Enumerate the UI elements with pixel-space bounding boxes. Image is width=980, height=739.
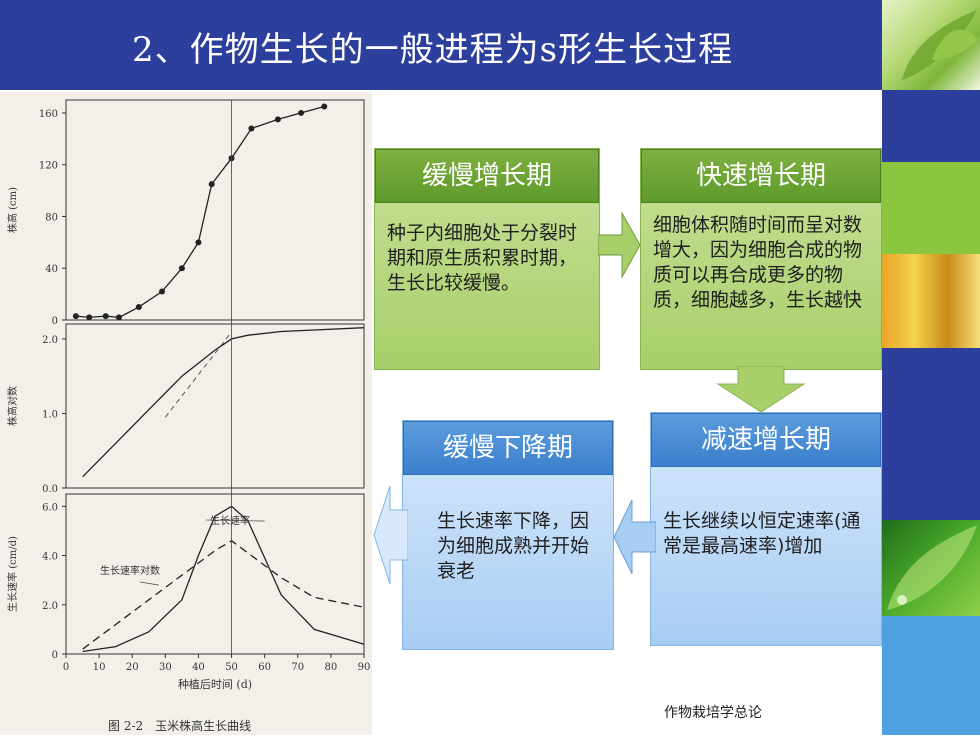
y-tick-label: 0 <box>52 650 58 661</box>
x-tick-label: 80 <box>325 662 338 673</box>
phase-decel-growth-text: 生长继续以恒定速率(通常是最高速率)增加 <box>663 510 861 557</box>
phase-decel-growth: 减速增长期 生长继续以恒定速率(通常是最高速率)增加 <box>650 412 882 646</box>
arrow-down-icon <box>716 366 806 413</box>
data-point <box>115 314 122 321</box>
x-tick-label: 60 <box>258 662 271 673</box>
series-line <box>82 327 365 478</box>
series-line <box>75 105 325 319</box>
growth-curve-figure: 0 40 80 120 160 株高 (cm) 0.0 1.0 2.0 株高对数 0 2.0 4.0 6.… <box>0 92 372 735</box>
arrow-left-icon-2 <box>373 485 408 585</box>
title-bar: 2、作物生长的一般进程为s形生长过程 <box>0 0 882 90</box>
x-axis-label: 种植后时间 (d) <box>178 677 252 691</box>
series-leader-line <box>139 581 159 586</box>
x-tick-label: 90 <box>358 662 371 673</box>
phase-slow-growth-title: 缓慢增长期 <box>375 149 599 203</box>
y-tick-label: 4.0 <box>42 552 58 563</box>
y-tick-label: 80 <box>45 212 58 223</box>
y-tick-label: 160 <box>39 109 58 120</box>
data-point <box>178 265 185 272</box>
footer-text: 作物栽培学总论 <box>664 705 762 721</box>
y-tick-label: 1.0 <box>42 409 58 420</box>
x-tick-label: 0 <box>63 662 69 673</box>
y-axis-label: 株高对数 <box>6 386 19 426</box>
grain-image <box>882 254 980 348</box>
slide-title: 2、作物生长的一般进程为s形生长过程 <box>132 30 734 70</box>
y-tick-label: 2.0 <box>42 601 58 612</box>
leaf-image-bottom <box>882 520 980 616</box>
y-tick-label: 2.0 <box>42 335 58 346</box>
y-tick-label: 120 <box>39 161 58 172</box>
series-label: 生长速率对数 <box>100 564 160 577</box>
series-leader-line <box>205 519 265 522</box>
phase-decel-growth-title: 减速增长期 <box>651 413 881 467</box>
x-tick-label: 20 <box>126 662 139 673</box>
x-tick-label: 70 <box>291 662 304 673</box>
y-tick-label: 0 <box>52 316 58 327</box>
strip-green <box>882 162 980 254</box>
chart-panel-frame <box>65 323 365 489</box>
strip-blue-1 <box>882 90 980 162</box>
x-tick-label: 40 <box>192 662 205 673</box>
data-point <box>102 313 109 320</box>
strip-light-blue <box>882 616 980 735</box>
data-point <box>86 314 93 321</box>
tangent-dash-line <box>164 331 232 418</box>
growth-curve-chart: 0 40 80 120 160 株高 (cm) 0.0 1.0 2.0 株高对数 0 2.0 4.0 6.… <box>6 99 371 733</box>
phase-slow-decline: 缓慢下降期 生长速率下降，因为细胞成熟并开始衰老 <box>402 420 614 650</box>
water-drop-leaf-icon <box>887 525 977 610</box>
data-point <box>72 313 79 320</box>
decor-strip <box>882 0 980 735</box>
data-point <box>321 103 328 110</box>
chart-panel-frame <box>65 493 365 655</box>
series-line <box>82 505 365 653</box>
data-point <box>135 304 142 311</box>
phase-fast-growth-title: 快速增长期 <box>641 149 881 203</box>
leaf-icon <box>902 10 978 80</box>
chart-panel-frame <box>65 99 365 321</box>
series-line <box>82 540 365 650</box>
y-tick-label: 6.0 <box>42 502 58 513</box>
data-point <box>195 239 202 246</box>
phase-fast-growth-text: 细胞体积随时间而呈对数增大，因为细胞合成的物质可以再合成更多的物质，细胞越多，生… <box>653 214 863 311</box>
phase-slow-growth: 缓慢增长期 种子内细胞处于分裂时期和原生质积累时期，生长比较缓慢。 <box>374 148 600 370</box>
data-point <box>274 116 281 123</box>
phase-slow-decline-text: 生长速率下降，因为细胞成熟并开始衰老 <box>437 510 590 582</box>
arrow-left-icon <box>613 499 656 575</box>
data-point <box>159 288 166 295</box>
y-tick-label: 0.0 <box>42 484 58 495</box>
y-axis-label: 生长速率 (cm/d) <box>6 536 19 612</box>
x-tick-label: 30 <box>159 662 172 673</box>
data-point <box>208 181 215 188</box>
x-tick-label: 10 <box>93 662 106 673</box>
data-point <box>248 125 255 132</box>
y-tick-label: 40 <box>45 264 58 275</box>
strip-blue-2 <box>882 348 980 520</box>
x-tick-label: 50 <box>225 662 238 673</box>
arrow-right-icon <box>598 211 641 279</box>
data-point <box>298 109 305 116</box>
y-axis-label: 株高 (cm) <box>6 187 19 233</box>
leaf-image-top <box>882 0 980 90</box>
phase-slow-decline-title: 缓慢下降期 <box>403 421 613 475</box>
figure-caption: 图 2-2 玉米株高生长曲线 <box>108 718 251 733</box>
phase-slow-growth-text: 种子内细胞处于分裂时期和原生质积累时期，生长比较缓慢。 <box>387 222 578 294</box>
phase-fast-growth: 快速增长期 细胞体积随时间而呈对数增大，因为细胞合成的物质可以再合成更多的物质，… <box>640 148 882 370</box>
